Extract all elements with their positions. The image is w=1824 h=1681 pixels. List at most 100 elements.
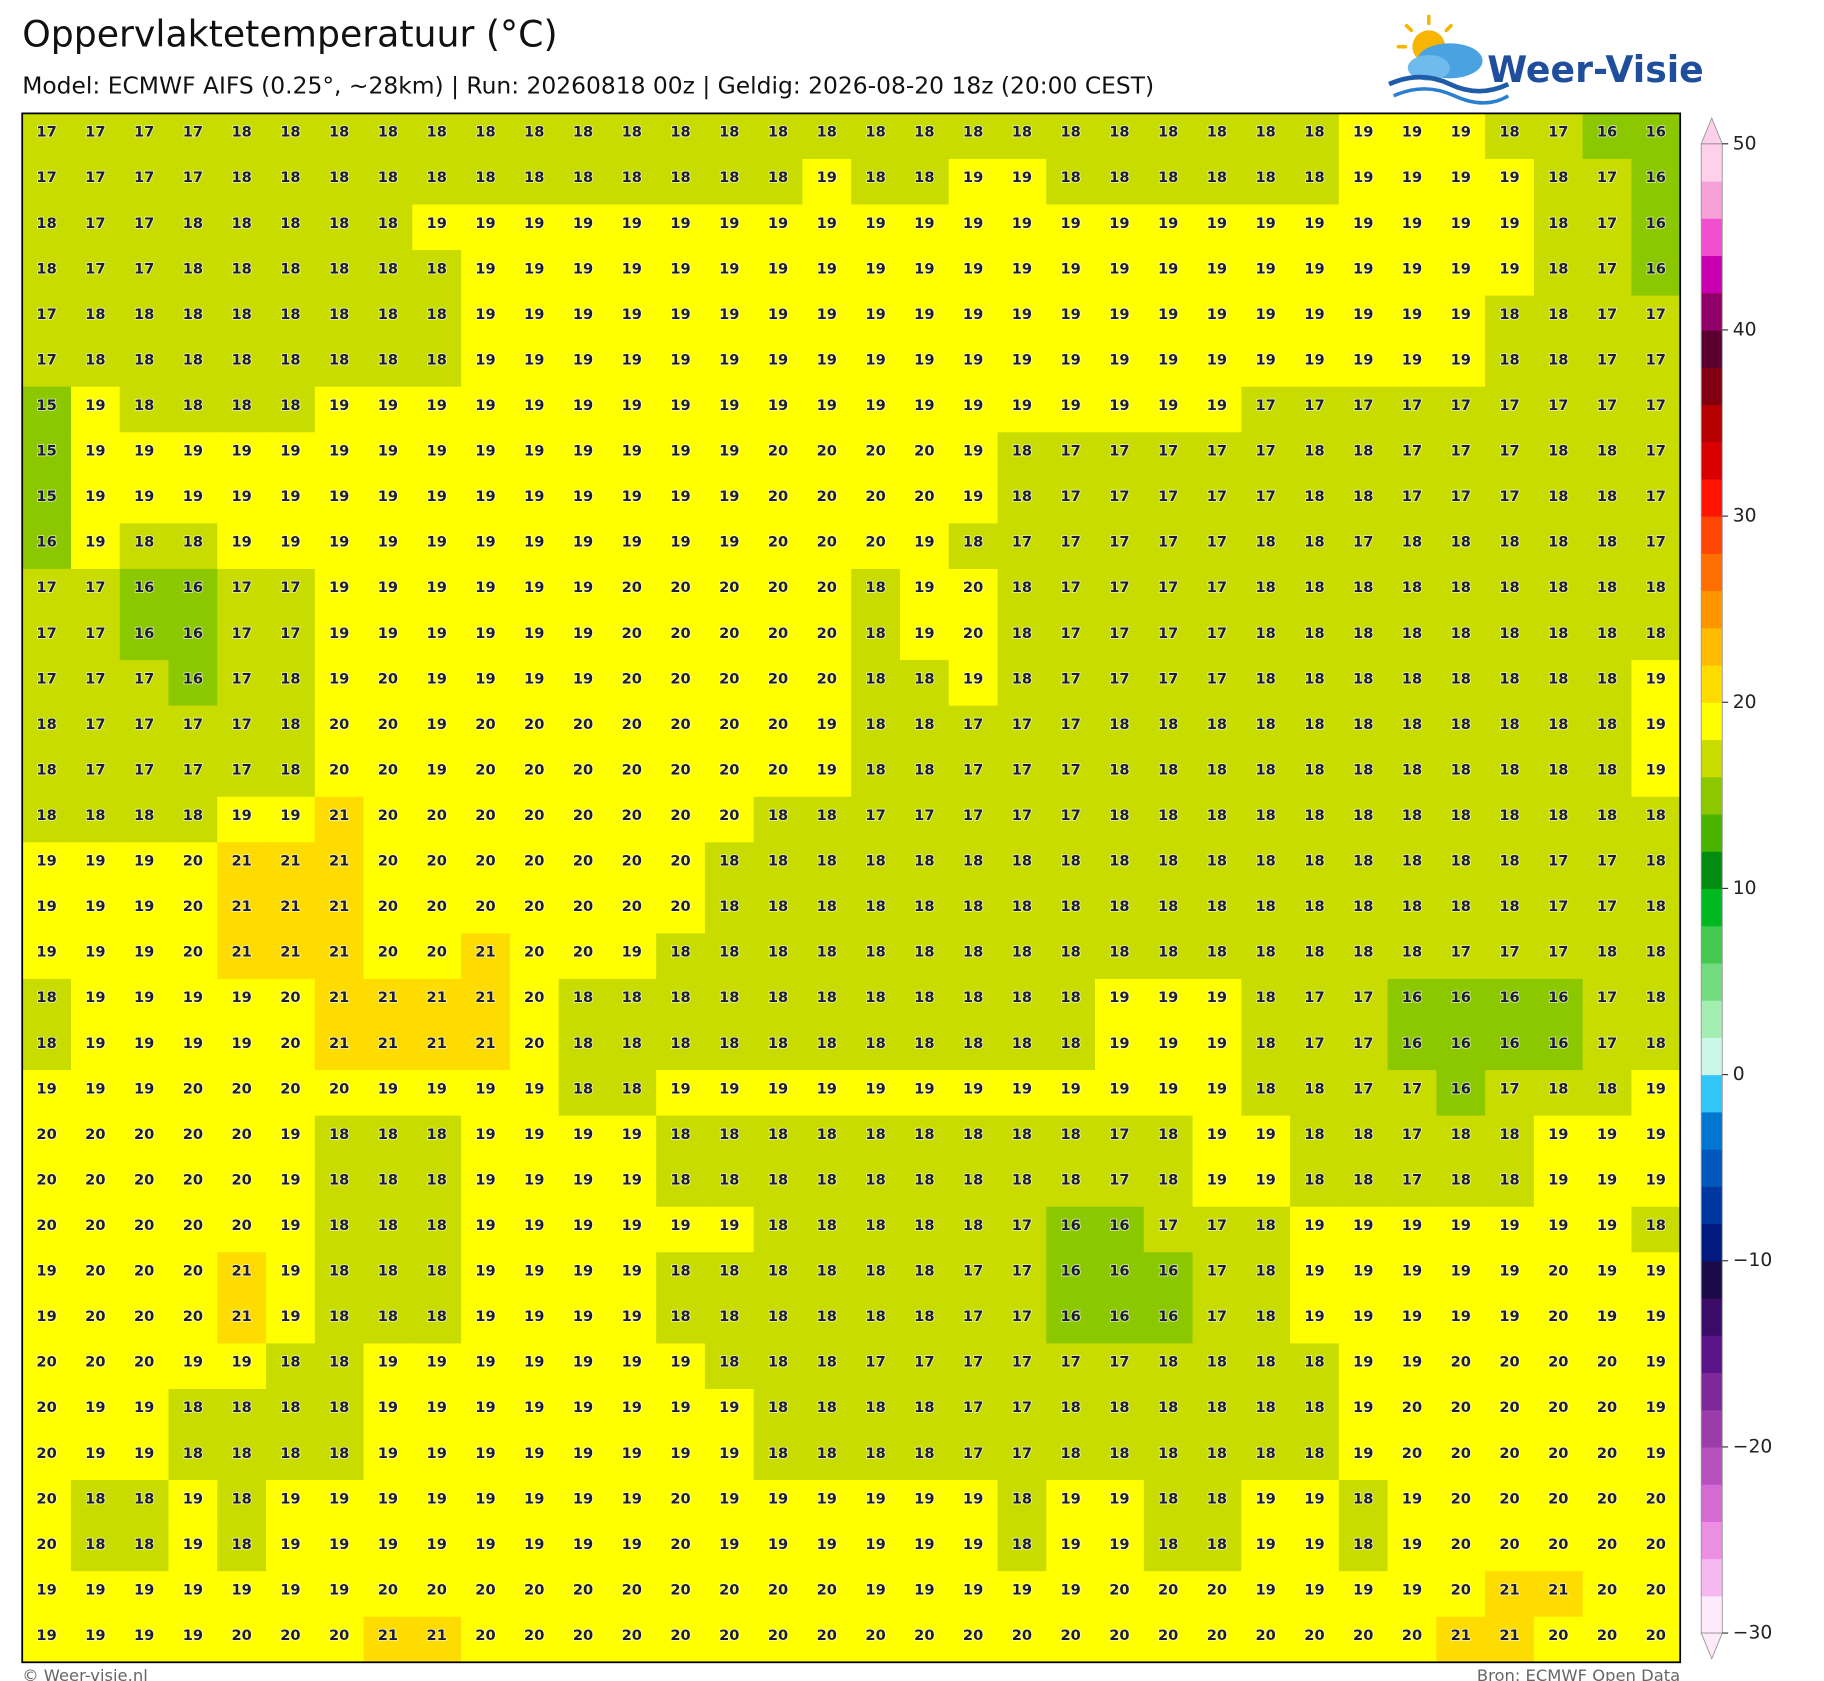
map-cell xyxy=(266,1480,316,1527)
map-cell xyxy=(1533,933,1584,980)
colorbar-band xyxy=(1701,143,1723,182)
map-cell xyxy=(22,1297,72,1345)
cell-label: 18 xyxy=(1207,898,1227,915)
map-cell xyxy=(1241,978,1291,1026)
cell-label: 19 xyxy=(524,534,544,551)
cell-label: 19 xyxy=(85,898,105,915)
cell-label: 18 xyxy=(768,1263,788,1280)
cell-label: 18 xyxy=(1060,1035,1080,1052)
map-cell xyxy=(558,978,609,1026)
cell-label: 19 xyxy=(1207,989,1227,1006)
colorbar-tick-label: 40 xyxy=(1733,319,1757,340)
cell-label: 18 xyxy=(1646,807,1666,824)
map-cell xyxy=(948,1297,999,1345)
map-cell xyxy=(168,978,218,1026)
map-cell xyxy=(1582,933,1633,980)
map-cell xyxy=(1436,933,1486,980)
cell-label: 18 xyxy=(1402,534,1422,551)
map-cell xyxy=(1387,250,1438,297)
cell-label: 19 xyxy=(914,1490,934,1507)
cell-label: 19 xyxy=(1060,215,1080,232)
cell-label: 17 xyxy=(1109,1354,1129,1371)
cell-label: 19 xyxy=(85,1080,105,1097)
map-cell xyxy=(22,204,72,251)
map-cell xyxy=(802,158,852,206)
cell-label: 19 xyxy=(1353,260,1373,277)
colorbar-band xyxy=(1701,1074,1723,1113)
map-cell xyxy=(1192,1525,1243,1572)
map-cell xyxy=(899,523,950,570)
map-cell xyxy=(753,158,804,206)
cell-label: 18 xyxy=(914,1445,934,1462)
cell-label: 19 xyxy=(378,443,398,460)
map-cell xyxy=(1338,842,1389,889)
cell-label: 20 xyxy=(1548,1263,1568,1280)
cell-label: 20 xyxy=(524,716,544,733)
cell-label: 19 xyxy=(963,670,983,687)
cell-label: 21 xyxy=(329,807,349,824)
cell-label: 17 xyxy=(1597,898,1617,915)
map-cell xyxy=(1241,341,1291,388)
cell-label: 17 xyxy=(1597,215,1617,232)
cell-label: 17 xyxy=(1158,488,1178,505)
cell-label: 19 xyxy=(817,260,837,277)
cell-label: 19 xyxy=(524,579,544,596)
map-cell xyxy=(851,250,901,297)
cell-label: 19 xyxy=(963,1080,983,1097)
map-cell xyxy=(948,113,999,160)
cell-label: 17 xyxy=(1158,1217,1178,1234)
cell-label: 19 xyxy=(622,351,642,368)
cell-label: 20 xyxy=(573,761,593,778)
map-cell xyxy=(217,477,267,525)
map-cell xyxy=(899,1571,950,1618)
cell-label: 19 xyxy=(378,1399,398,1416)
cell-label: 18 xyxy=(1499,716,1519,733)
map-cell xyxy=(802,842,852,889)
map-cell xyxy=(1290,113,1340,160)
cell-label: 19 xyxy=(524,488,544,505)
cell-label: 18 xyxy=(1158,1399,1178,1416)
cell-label: 19 xyxy=(1304,1308,1324,1325)
map-cell xyxy=(1338,1434,1389,1481)
map-cell xyxy=(899,705,950,752)
map-cell xyxy=(753,933,804,980)
map-cell xyxy=(607,796,657,843)
colorbar-band xyxy=(1701,1372,1723,1411)
map-cell xyxy=(1436,978,1486,1026)
cell-label: 18 xyxy=(134,1490,154,1507)
cell-label: 18 xyxy=(1109,716,1129,733)
map-cell xyxy=(948,1343,999,1390)
map-cell xyxy=(1046,341,1096,388)
map-cell xyxy=(1533,386,1584,433)
map-cell xyxy=(1436,1571,1486,1618)
map-cell xyxy=(509,477,560,525)
cell-label: 18 xyxy=(1012,944,1032,961)
map-cell xyxy=(70,933,121,980)
cell-label: 18 xyxy=(719,1308,739,1325)
cell-label: 19 xyxy=(475,306,495,323)
cell-label: 20 xyxy=(719,579,739,596)
map-cell xyxy=(1046,796,1096,843)
cell-label: 16 xyxy=(36,534,56,551)
cell-label: 18 xyxy=(865,1126,885,1143)
cell-label: 19 xyxy=(134,1627,154,1644)
map-cell xyxy=(948,842,999,889)
cell-label: 17 xyxy=(85,215,105,232)
map-cell xyxy=(168,1161,218,1208)
cell-label: 18 xyxy=(817,1263,837,1280)
map-cell xyxy=(899,295,950,342)
map-cell xyxy=(704,978,755,1026)
map-cell xyxy=(1192,1252,1243,1299)
cell-label: 17 xyxy=(1109,488,1129,505)
map-cell xyxy=(266,341,316,388)
map-cell xyxy=(1241,1343,1291,1390)
map-cell xyxy=(656,933,706,980)
map-cell xyxy=(948,568,999,616)
map-cell xyxy=(1387,295,1438,342)
cell-label: 19 xyxy=(524,1536,544,1553)
cell-label: 19 xyxy=(622,1308,642,1325)
cell-label: 20 xyxy=(475,898,495,915)
map-cell xyxy=(704,660,755,707)
cell-label: 19 xyxy=(524,1399,544,1416)
cell-label: 17 xyxy=(1499,944,1519,961)
